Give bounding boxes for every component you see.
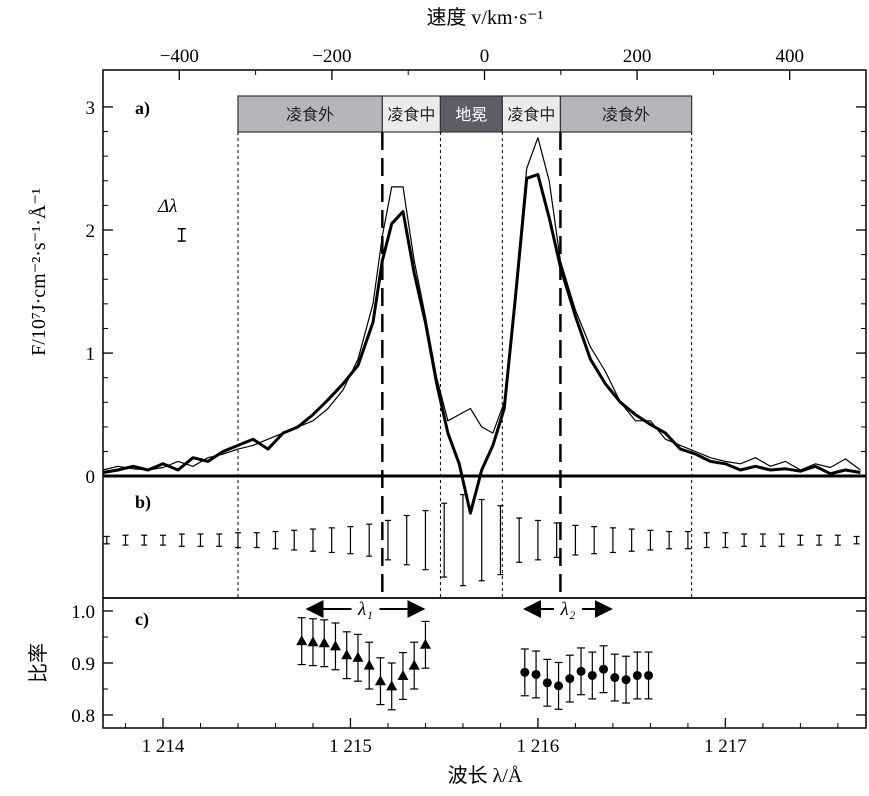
ratio-point-triangle — [408, 659, 420, 670]
panel-label-b: b) — [135, 492, 151, 513]
range-label-0: λ₁ — [357, 599, 373, 620]
ratio-point-circle — [587, 670, 597, 680]
c-y-tick-label: 0.8 — [71, 706, 95, 727]
ratio-point-triangle — [341, 649, 353, 660]
range-arrows: λ₁ λ₂ — [305, 599, 613, 620]
ratio-point-circle — [610, 673, 620, 683]
ratio-point-triangle — [419, 638, 431, 649]
y-axis-title-panel-c: 比率 — [27, 643, 50, 683]
top-tick-label: −200 — [312, 46, 351, 67]
panel-label-c: c) — [135, 609, 149, 630]
ratio-point-triangle — [397, 670, 409, 680]
ratio-point-circle — [621, 675, 631, 685]
top-axis-title: 速度 v/km·s⁻¹ — [426, 6, 543, 29]
panel-label-a: a) — [135, 98, 150, 119]
spectrum-line-thick — [102, 173, 861, 515]
range-label-1: λ₂ — [560, 599, 576, 620]
region-label-0: 凌食外 — [286, 105, 334, 124]
panel-ab-frame — [102, 69, 867, 599]
ratio-point-triangle — [296, 635, 308, 646]
ratio-point-triangle — [386, 680, 398, 691]
top-tick-label: −400 — [160, 46, 199, 67]
ratio-point-triangle — [307, 636, 319, 647]
c-y-tick-label: 1.0 — [71, 602, 95, 623]
region-label-3: 凌食中 — [507, 105, 555, 124]
panel-c-frame — [102, 597, 867, 729]
ratio-point-triangle — [374, 675, 386, 686]
y-tick-label: 1 — [86, 344, 96, 365]
top-tick-label: 0 — [480, 46, 490, 67]
ratio-point-circle — [599, 664, 609, 674]
axis-ticks: −400 −200 0 200 400 0 1 2 3 0.8 0.9 1.0 1 214 1 215 1 … — [71, 46, 867, 757]
ratio-point-circle — [632, 670, 642, 680]
x-axis-title: 波长 λ/Å — [448, 764, 523, 787]
ratio-point-circle — [520, 667, 530, 677]
ratio-point-circle — [565, 674, 575, 684]
spectrum-lines — [102, 137, 861, 515]
region-box-2 — [439, 95, 503, 133]
region-label-1: 凌食中 — [387, 105, 435, 124]
ratio-point-circle — [576, 666, 586, 676]
top-tick-label: 200 — [623, 46, 652, 67]
y-axis-title-panel-a: F/10⁷J·cm⁻²·s⁻¹·Å⁻¹ — [28, 188, 50, 356]
ratio-point-circle — [531, 669, 541, 679]
x-tick-label: 1 214 — [142, 736, 185, 757]
c-y-tick-label: 0.9 — [71, 654, 95, 675]
ratio-point-circle — [554, 681, 564, 691]
region-label-2: 地冕 — [455, 105, 487, 124]
y-tick-label: 2 — [86, 221, 96, 242]
region-box-4 — [559, 95, 693, 133]
top-tick-label: 400 — [775, 46, 804, 67]
spectrum-line-thin — [102, 137, 861, 471]
y-tick-label: 3 — [86, 98, 96, 119]
guide-lines — [103, 132, 866, 598]
ratio-point-circle — [542, 678, 552, 688]
ratio-point-triangle — [363, 659, 375, 670]
ratio-point-triangle — [352, 651, 364, 662]
x-tick-label: 1 217 — [704, 736, 747, 757]
region-label-4: 凌食外 — [602, 105, 650, 124]
ratio-point-triangle — [318, 637, 330, 648]
ratio-point-triangle — [329, 640, 341, 651]
region-bar-group: 凌食外 凌食中 地冕 凌食中 凌食外 — [237, 95, 693, 133]
x-tick-label: 1 215 — [329, 736, 372, 757]
x-tick-label: 1 216 — [517, 736, 560, 757]
y-tick-label: 0 — [86, 467, 96, 488]
error-bars-panel-b — [103, 494, 860, 587]
resolution-label: Δλ — [157, 196, 177, 217]
region-box-1 — [381, 95, 442, 133]
ratio-point-circle — [644, 670, 654, 680]
ratio-points-panel-c — [296, 617, 654, 711]
